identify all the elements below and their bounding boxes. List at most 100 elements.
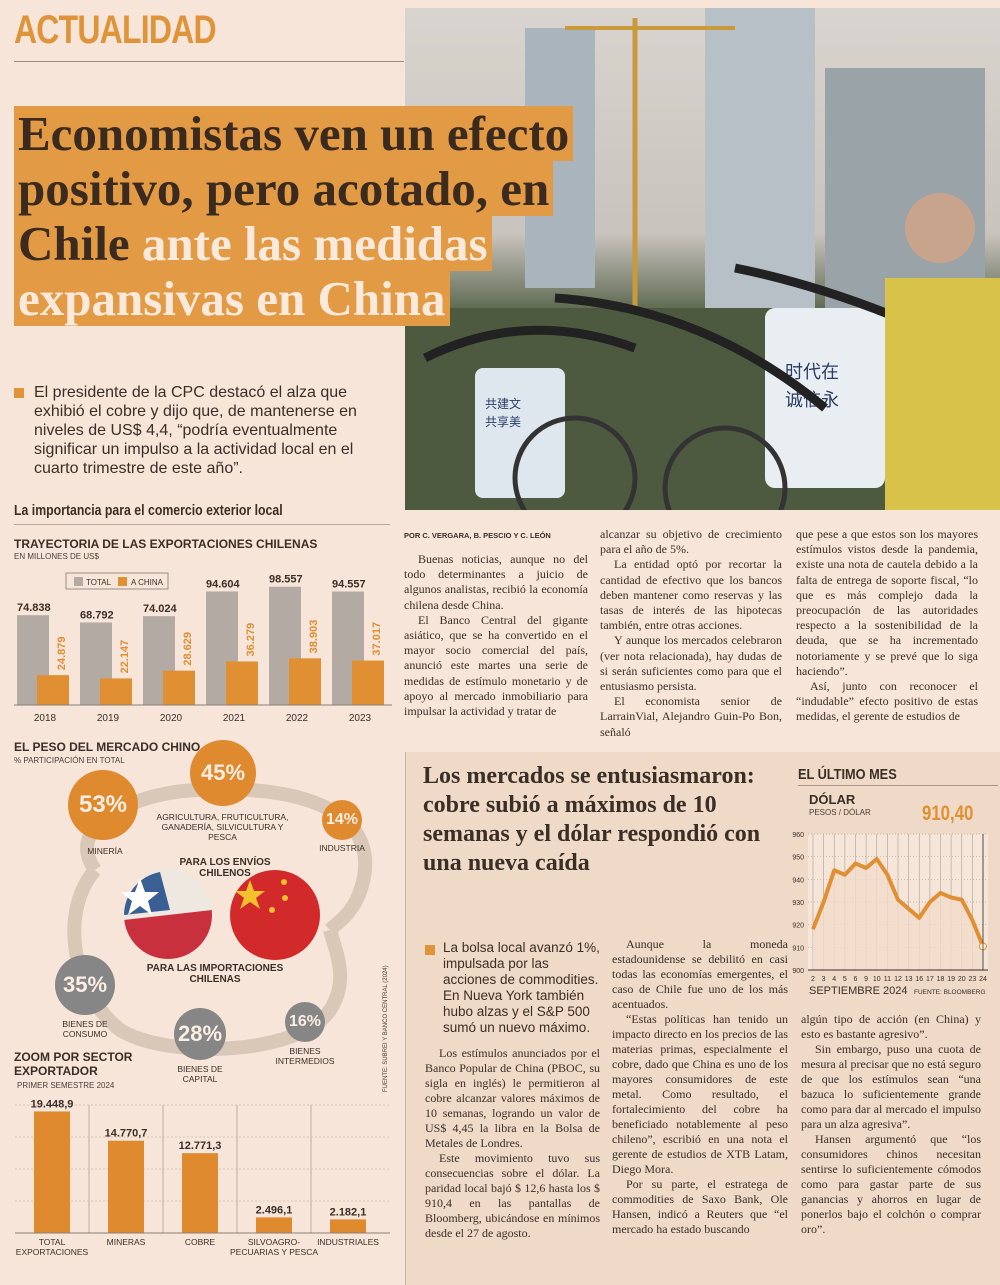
deck-text: El presidente de la CPC destacó el alza … bbox=[34, 384, 357, 477]
sector-bar bbox=[256, 1217, 292, 1233]
legend-label-china: A CHINA bbox=[131, 578, 164, 587]
legend-label-total: TOTAL bbox=[86, 578, 112, 587]
y-tick-label: 930 bbox=[792, 900, 804, 907]
paragraph: Sin embargo, puso una cuota de mesura al… bbox=[801, 1042, 981, 1131]
x-tick-label: 23 bbox=[968, 976, 976, 983]
x-tick-label: 24 bbox=[979, 976, 987, 983]
article-column-2: alcanzar su objetivo de crecimiento para… bbox=[600, 527, 782, 740]
bullet-icon bbox=[425, 945, 435, 955]
bar-label-total: 94.604 bbox=[206, 578, 241, 590]
x-tick-label: 4 bbox=[832, 976, 836, 983]
x-tick-label: SILVOAGRO- bbox=[248, 1237, 300, 1247]
stat-label: BIENES DE CAPITAL bbox=[177, 1064, 223, 1084]
legend-box bbox=[65, 572, 169, 590]
paragraph: alcanzar su objetivo de crecimiento para… bbox=[600, 527, 782, 557]
bar-china bbox=[289, 658, 321, 705]
x-tick-label: INDUSTRIALES bbox=[317, 1237, 379, 1247]
stat-circle: 35% bbox=[55, 955, 115, 1015]
x-tick-label: 10 bbox=[873, 976, 881, 983]
y-tick-label: 910 bbox=[792, 945, 804, 952]
exports-chart-title: TRAYECTORIA DE LAS EXPORTACIONES CHILENA… bbox=[14, 537, 318, 551]
dollar-chart-source: FUENTE: BLOOMBERG bbox=[914, 989, 986, 996]
sector-bar bbox=[330, 1219, 366, 1233]
paragraph: Buenas noticias, aunque no del todo dete… bbox=[404, 552, 588, 612]
source-note: FUENTE: SUBREI Y BANCO CENTRAL (2024) bbox=[383, 965, 389, 1092]
x-tick-label: 5 bbox=[843, 976, 847, 983]
paragraph: algún tipo de acción (en China) y esto e… bbox=[801, 1012, 981, 1041]
bar-label-total: 74.024 bbox=[143, 603, 178, 615]
related-deck: La bolsa local avanzó 1%, impulsada por … bbox=[425, 940, 603, 1036]
x-tick-label: 2019 bbox=[97, 713, 120, 724]
x-tick-label: 2021 bbox=[223, 713, 246, 724]
sector-chart-subtitle: PRIMER SEMESTRE 2024 bbox=[17, 1081, 115, 1090]
bar-value-label: 2.496,1 bbox=[256, 1204, 293, 1216]
news-photo: 时代在 诚信永 共建文 共享美 bbox=[405, 8, 1000, 510]
sign-text: 共享美 bbox=[485, 414, 521, 429]
x-tick-label: 18 bbox=[937, 976, 945, 983]
infographic-title: La importancia para el comercio exterior… bbox=[14, 502, 283, 519]
y-tick-label: 900 bbox=[792, 968, 804, 975]
paragraph: Este movimiento tuvo sus consecuencias s… bbox=[425, 1151, 600, 1240]
sector-bar bbox=[34, 1111, 70, 1233]
bar-value-label: 14.770,7 bbox=[105, 1128, 148, 1140]
bar-value-label: 12.771,3 bbox=[179, 1140, 222, 1152]
exports-chart-subtitle: EN MILLONES DE US$ bbox=[14, 552, 99, 561]
divider bbox=[798, 785, 998, 786]
headline: Economistas ven un efecto positivo, pero… bbox=[14, 106, 664, 326]
dollar-current-value: 910,40 bbox=[922, 802, 974, 825]
related-deck-text: La bolsa local avanzó 1%, impulsada por … bbox=[443, 940, 600, 1035]
imports-label: PARA LAS IMPORTACIONES CHILENAS bbox=[146, 963, 284, 985]
paragraph: El economista senior de LarrainVial, Ale… bbox=[600, 694, 782, 739]
divider bbox=[14, 524, 390, 525]
article-column-3: que pese a que estos son los mayores est… bbox=[796, 527, 978, 725]
sector-bar bbox=[182, 1153, 218, 1233]
stat-label: BIENES INTERMEDIOS bbox=[275, 1046, 335, 1066]
bar-china bbox=[163, 670, 195, 705]
x-tick-label: 2 bbox=[811, 976, 815, 983]
bar-china bbox=[352, 660, 384, 705]
bar-value-label: 2.182,1 bbox=[330, 1206, 367, 1218]
bar-label-total: 74.838 bbox=[17, 602, 51, 614]
bar-label-china: 28.629 bbox=[182, 632, 194, 666]
bar-china bbox=[37, 675, 69, 705]
headline-light: ante las medidas expansivas en China bbox=[18, 216, 488, 326]
stat-label: MINERÍA bbox=[87, 846, 123, 856]
china-weight-subtitle: % PARTICIPACIÓN EN TOTAL bbox=[14, 756, 125, 765]
bullet-icon bbox=[14, 388, 24, 398]
x-tick-label: 19 bbox=[947, 976, 955, 983]
dollar-chart-ylabel: PESOS / DÓLAR bbox=[809, 808, 871, 817]
x-tick-label: 3 bbox=[822, 976, 826, 983]
paragraph: Y aunque los mercados celebraron (ver no… bbox=[600, 633, 782, 694]
stat-circle: 53% bbox=[68, 770, 138, 840]
exports-chart: TOTAL A CHINA 74.838 24.879 2018 68.792 22.147… bbox=[14, 572, 392, 724]
related-column-3: algún tipo de acción (en China) y esto e… bbox=[801, 1012, 981, 1237]
paragraph: Aunque la moneda estadounidense se debil… bbox=[612, 937, 788, 1011]
x-tick-label: 9 bbox=[864, 976, 868, 983]
x-tick-label: 20 bbox=[958, 976, 966, 983]
bar-label-china: 22.147 bbox=[119, 640, 131, 674]
bar-china bbox=[100, 678, 132, 705]
divider bbox=[14, 61, 404, 62]
x-tick-label: MINERAS bbox=[107, 1237, 146, 1247]
x-tick-label: PECUARIAS Y PESCA bbox=[230, 1247, 318, 1257]
paragraph: Por su parte, el estratega de commoditie… bbox=[612, 1177, 788, 1236]
sign-text: 共建文 bbox=[485, 396, 521, 411]
paragraph: La entidad optó por recortar la cantidad… bbox=[600, 557, 782, 633]
sector-bar bbox=[108, 1140, 144, 1233]
area-fill bbox=[813, 858, 983, 970]
article-deck: El presidente de la CPC destacó el alza … bbox=[14, 383, 396, 478]
stat-label: BIENES DE CONSUMO bbox=[62, 1019, 108, 1039]
x-tick-label: TOTAL bbox=[39, 1237, 66, 1247]
related-column-1: Los estímulos anunciados por el Banco Po… bbox=[425, 1046, 600, 1241]
dollar-chart: 2 3 4 5 6 9 10 11 12 13 16 17 18 19 20 23 24900910920930… bbox=[792, 832, 988, 983]
section-label: ACTUALIDAD bbox=[14, 8, 217, 52]
stat-circle: 14% bbox=[322, 800, 362, 840]
article-column-1: POR C. VERGARA, B. PESCIO Y C. LEÓN Buen… bbox=[404, 531, 588, 719]
paragraph: Hansen argumentó que “los consumidores c… bbox=[801, 1132, 981, 1236]
legend-swatch-china bbox=[118, 577, 127, 586]
dollar-section-title: EL ÚLTIMO MES bbox=[798, 766, 897, 783]
photo-illustration: 时代在 诚信永 共建文 共享美 bbox=[405, 8, 1000, 510]
x-tick-label: 2023 bbox=[349, 713, 372, 724]
bar-label-china: 24.879 bbox=[56, 636, 68, 670]
stat-circle: 45% bbox=[190, 740, 256, 806]
